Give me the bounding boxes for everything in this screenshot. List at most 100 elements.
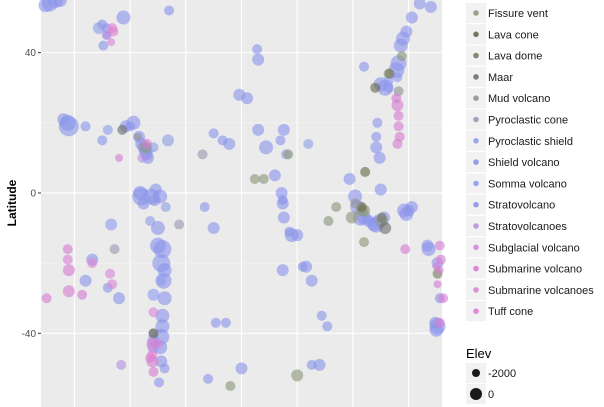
data-point (434, 317, 445, 328)
data-point (359, 237, 370, 248)
data-point (276, 264, 289, 277)
data-point (225, 380, 236, 391)
data-point (105, 218, 118, 231)
legend-label: Fissure vent (488, 8, 548, 20)
legend-key (473, 52, 479, 59)
data-point (252, 44, 263, 55)
legend-label: Pyroclastic cone (488, 115, 568, 127)
data-point (303, 138, 314, 149)
data-point (376, 212, 387, 223)
data-point (199, 202, 210, 213)
data-point (235, 362, 248, 375)
data-point (109, 244, 120, 255)
legend-label: Maar (488, 72, 513, 84)
data-point (174, 219, 185, 230)
data-point (79, 274, 92, 287)
legend-type: Fissure vent Lava cone Lava dome Maar Mud vo… (466, 3, 594, 322)
legend-key (473, 244, 479, 251)
legend-key (473, 201, 479, 208)
legend-key (473, 287, 479, 293)
data-point (217, 135, 228, 146)
data-point (114, 153, 123, 162)
data-point (147, 349, 158, 360)
data-point (62, 254, 73, 265)
data-point (331, 202, 342, 213)
data-point (116, 10, 131, 25)
legend-key (473, 74, 479, 80)
data-point (405, 201, 418, 214)
legend-label: Shield volcano (488, 157, 560, 169)
data-point (52, 0, 67, 7)
data-point (62, 285, 75, 298)
legend-label: Somma volcano (488, 178, 567, 190)
data-point (313, 358, 326, 371)
data-point (438, 293, 449, 304)
data-point (400, 244, 411, 255)
data-point (97, 135, 108, 146)
data-point (433, 280, 442, 289)
legend-label: Lava cone (488, 29, 539, 41)
data-point (116, 359, 127, 370)
data-point (208, 128, 219, 139)
data-point (154, 377, 165, 388)
data-point (258, 173, 269, 184)
data-point (373, 151, 386, 164)
data-point (360, 166, 371, 177)
data-point (268, 169, 281, 182)
data-point (220, 317, 231, 328)
data-point (107, 38, 116, 47)
legend-size-label: 0 (488, 389, 494, 401)
data-point (62, 264, 75, 277)
data-point (137, 197, 150, 210)
data-point (391, 99, 404, 112)
data-point (145, 216, 156, 227)
data-point (316, 310, 327, 321)
data-point (233, 88, 246, 101)
data-point (87, 258, 98, 269)
y-axis: 40 0 -40 (22, 48, 41, 340)
data-point (98, 40, 109, 51)
data-point (156, 275, 167, 286)
data-point (107, 279, 118, 290)
data-point (370, 82, 381, 93)
data-point (157, 291, 172, 306)
legend-key (473, 95, 479, 101)
data-point (275, 135, 286, 146)
data-point (413, 0, 426, 10)
y-tick-label: 40 (25, 48, 37, 59)
data-point (379, 222, 392, 235)
data-point (392, 138, 403, 149)
legend-size-label: -2000 (488, 368, 516, 380)
data-point (77, 289, 88, 300)
data-point (424, 1, 437, 14)
legend-label: Pyroclastic shield (488, 136, 573, 148)
data-point (259, 140, 274, 155)
data-point (306, 359, 317, 370)
data-point (137, 152, 148, 163)
data-point (160, 202, 171, 213)
data-point (393, 121, 404, 132)
data-point (105, 268, 116, 279)
data-point (277, 211, 290, 224)
legend-label: Tuff cone (488, 306, 533, 318)
data-point (384, 68, 395, 79)
legend-label: Stratovolcano (488, 200, 555, 212)
data-point (210, 317, 221, 328)
data-point (117, 124, 128, 135)
data-point (148, 328, 159, 339)
data-point (141, 138, 152, 149)
legend-key (473, 116, 479, 123)
data-point (92, 22, 105, 35)
data-point (197, 149, 208, 160)
data-point (435, 254, 446, 265)
data-point (155, 308, 170, 323)
data-point (350, 198, 361, 209)
data-point (249, 173, 260, 184)
data-point (276, 197, 289, 210)
legend-key (473, 159, 479, 165)
legend-key (473, 138, 479, 144)
data-point (148, 366, 159, 377)
data-point (148, 307, 159, 318)
data-point (374, 183, 387, 196)
